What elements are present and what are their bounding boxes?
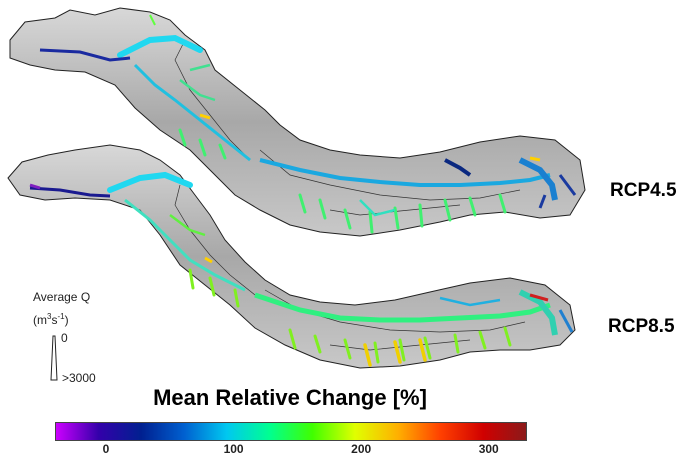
- river-tributaries-south: [178, 128, 507, 234]
- river-main: [29, 183, 41, 190]
- river-main: [107, 171, 193, 193]
- scenario-label-rcp85: RCP8.5: [608, 316, 675, 337]
- colorbar: [55, 422, 527, 441]
- river-main: [538, 174, 577, 209]
- discharge-width-wedge: [50, 335, 58, 381]
- discharge-legend-unit: (m3s-1): [33, 312, 69, 327]
- colorbar-tick-label: 0: [102, 442, 110, 456]
- basin-map-rcp85: [7, 144, 576, 369]
- colorbar-tick-label: 100: [223, 442, 244, 456]
- river-main: [133, 63, 251, 162]
- river-tributaries-south: [359, 199, 396, 217]
- river-main: [529, 293, 549, 302]
- river-main: [124, 198, 246, 292]
- discharge-legend-min: 0: [61, 331, 68, 345]
- basin-map-rcp45: [9, 7, 586, 237]
- river-main: [254, 292, 551, 323]
- river-main: [259, 158, 551, 187]
- river-tributaries-south: [188, 268, 512, 364]
- discharge-legend-title: Average Q: [33, 290, 91, 304]
- river-tributary-hotspot: [204, 256, 213, 264]
- river-tributary-hotspot: [199, 113, 541, 162]
- colorbar-title: Mean Relative Change [%]: [153, 385, 427, 410]
- colorbar-tick-label: 300: [478, 442, 499, 456]
- river-main: [29, 186, 111, 198]
- river-main: [439, 296, 501, 307]
- discharge-legend-max: >3000: [62, 371, 96, 385]
- river-main: [39, 48, 131, 62]
- river-tributaries-hotspot: [363, 338, 427, 367]
- river-main: [558, 309, 574, 333]
- basin-outline-rcp85: [7, 144, 576, 369]
- river-main: [518, 289, 558, 336]
- scenario-label-rcp45: RCP4.5: [610, 180, 677, 201]
- river-main: [518, 157, 558, 201]
- river-main: [117, 34, 203, 58]
- river-main: [149, 14, 156, 26]
- basin-outline-rcp45: [9, 7, 586, 237]
- river-main: [179, 63, 216, 102]
- colorbar-tick-label: 200: [351, 442, 372, 456]
- river-main: [169, 214, 206, 237]
- river-main: [444, 158, 472, 177]
